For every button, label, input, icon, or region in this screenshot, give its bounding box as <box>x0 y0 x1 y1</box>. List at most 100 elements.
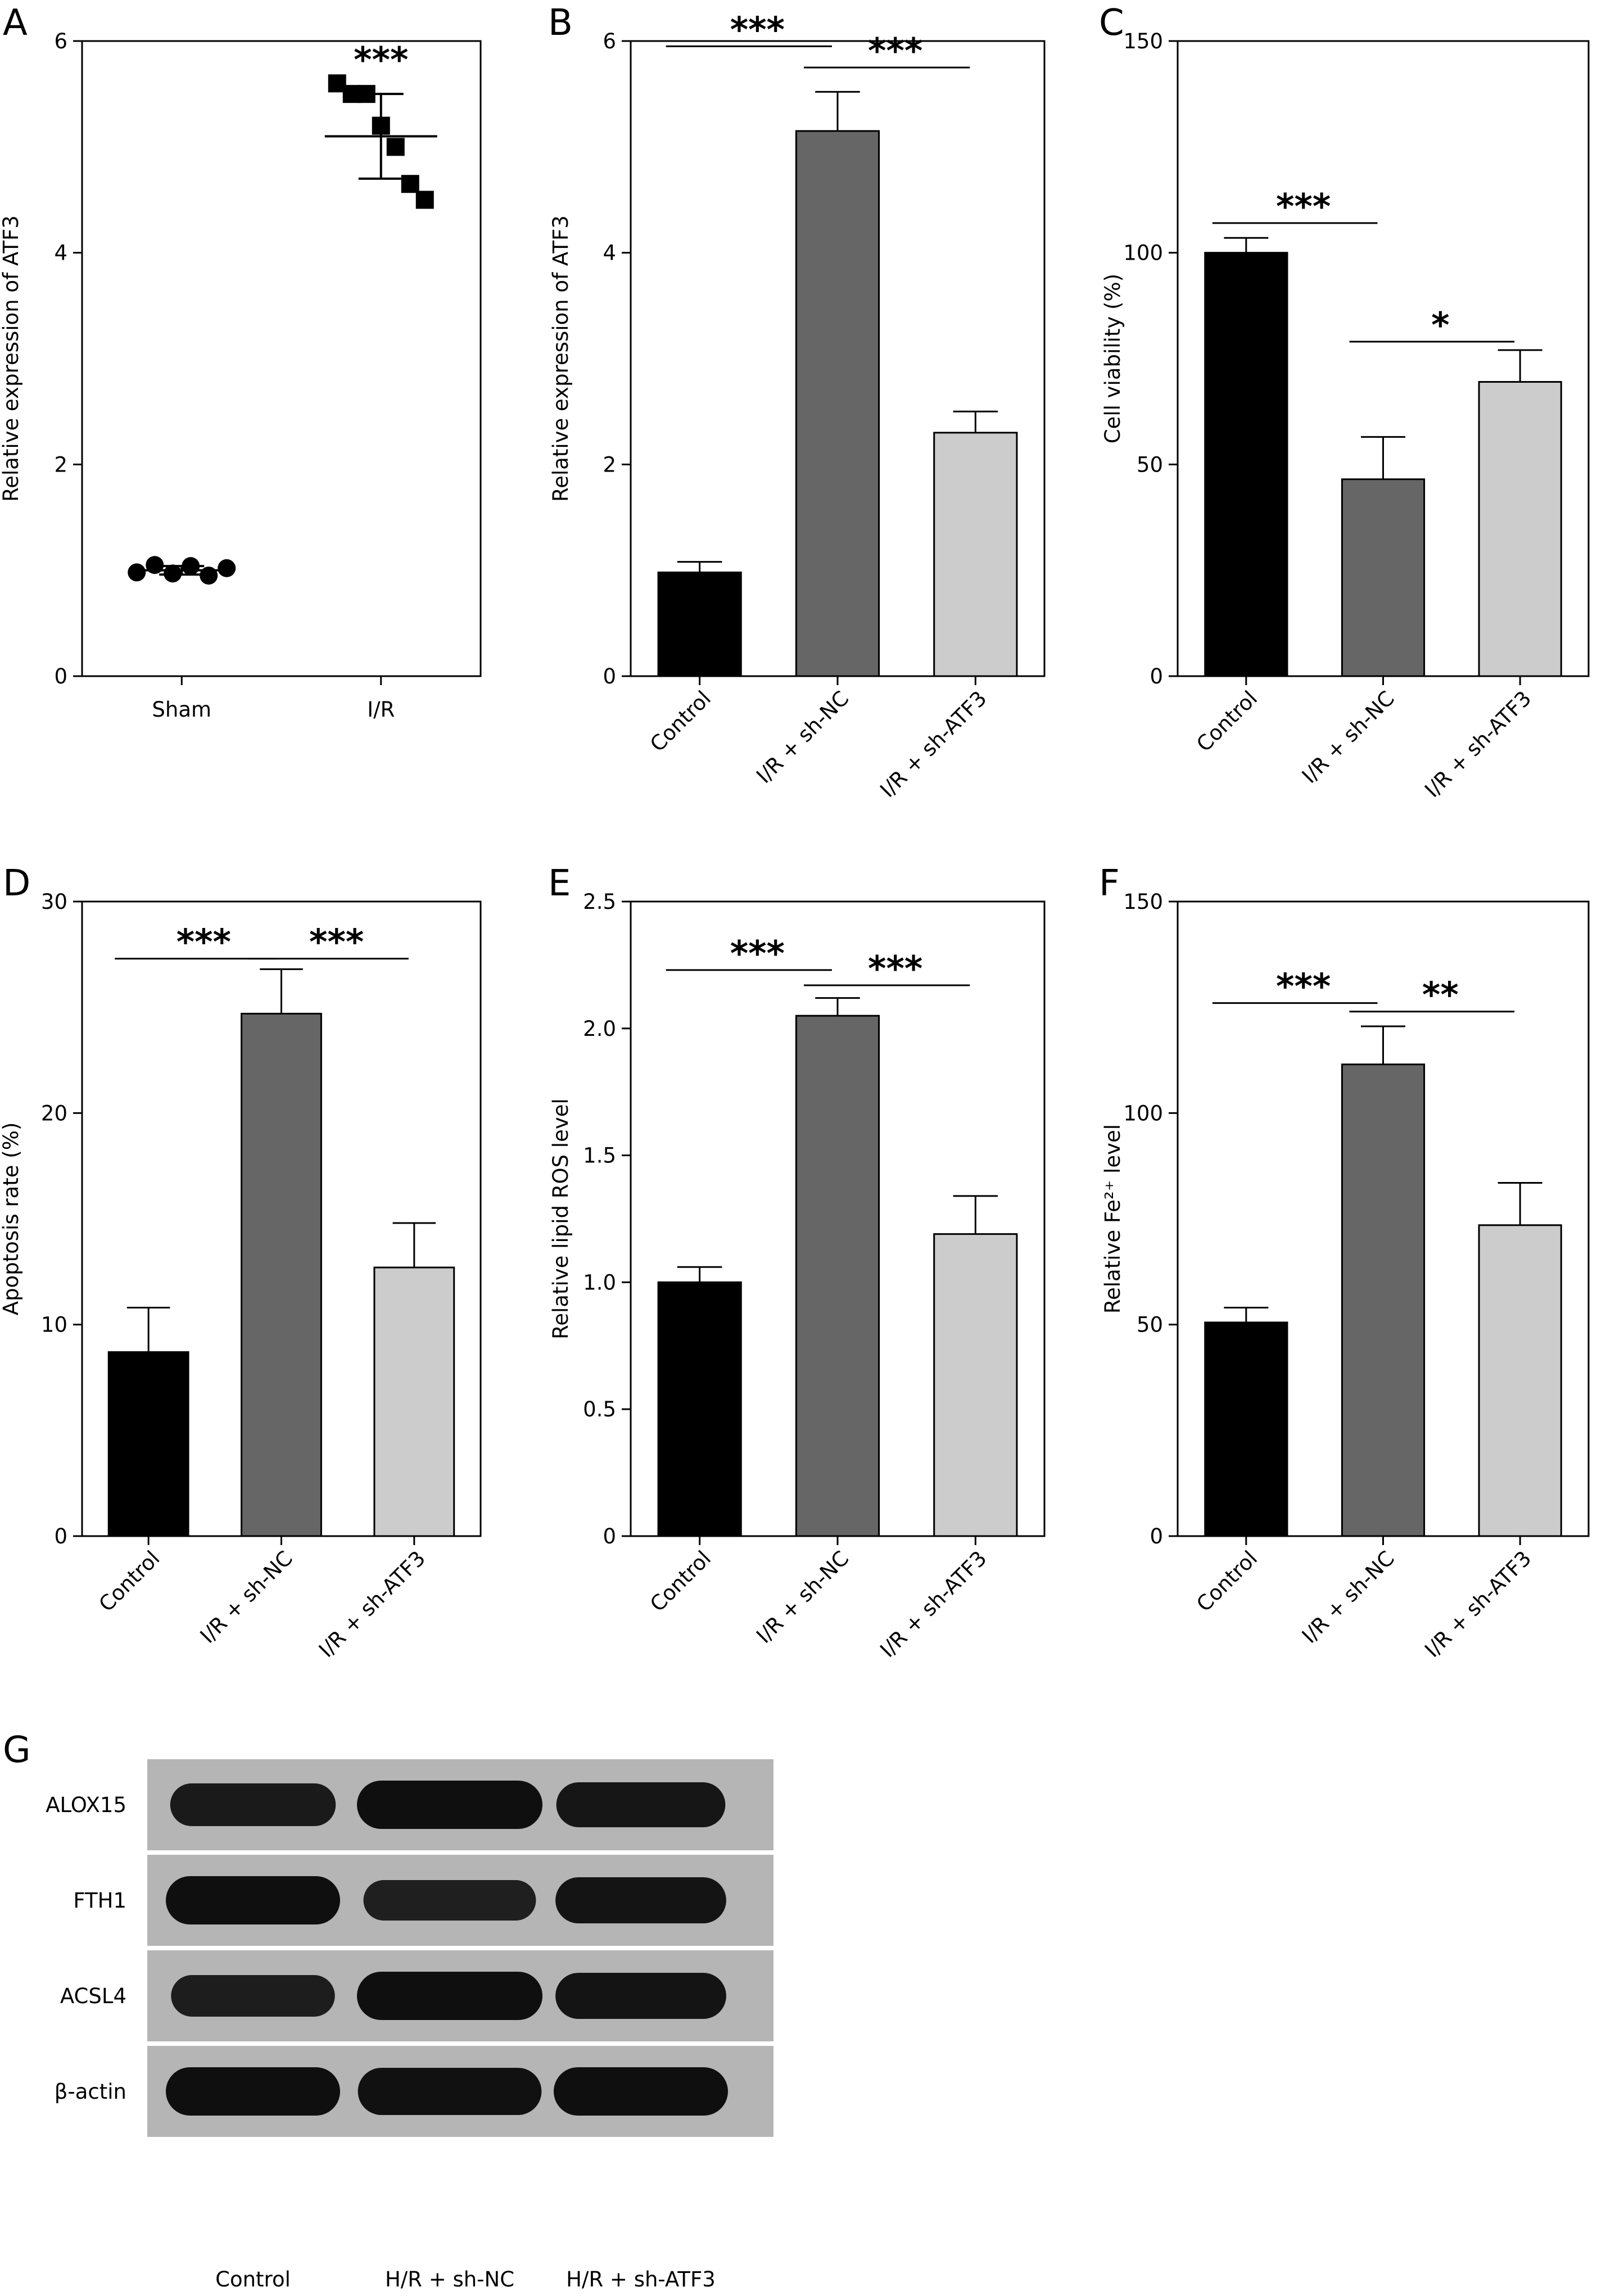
panel-letter: G <box>3 1729 31 1771</box>
chart-panel-d: D 0 10 20 30 Apoptosis rate (%) Control I/R + s… <box>0 863 482 1662</box>
x-tick-label: Sham <box>152 698 211 722</box>
y-tick-label: 4 <box>54 241 67 265</box>
panel-letter: A <box>3 2 28 44</box>
bar <box>933 432 1018 677</box>
y-tick-label: 0 <box>1150 1524 1163 1548</box>
y-axis-label: Relative expression of ATF3 <box>549 215 573 502</box>
significance-label: *** <box>354 39 408 80</box>
blot-band <box>363 1880 536 1921</box>
bar <box>241 1012 322 1537</box>
chart-panel-f: F 0 50 100 150 Relative Fe²⁺ level Control I/R … <box>1099 863 1590 1662</box>
y-tick-label: 4 <box>603 241 616 265</box>
bar <box>933 1233 1018 1537</box>
blot-band <box>166 1876 340 1924</box>
y-tick-label: 2.0 <box>583 1017 616 1041</box>
panel-letter: E <box>548 863 571 904</box>
chart-panel-b: B 0 2 4 6 Relative expression of ATF3 Control I… <box>548 2 1046 802</box>
y-axis-label: Relative expression of ATF3 <box>0 215 23 502</box>
panel-letter: F <box>1099 863 1120 904</box>
band-label: ACSL4 <box>60 1984 126 2008</box>
chart-panel-c: C 0 50 100 150 Cell viability (%) Control I/R +… <box>1099 2 1590 802</box>
x-tick-label: I/R + sh-NC <box>196 1546 297 1648</box>
y-tick-label: 0 <box>1150 664 1163 689</box>
y-tick-label: 100 <box>1123 1101 1163 1125</box>
x-tick-label: I/R <box>367 698 395 722</box>
blot-band <box>555 1877 726 1923</box>
significance-label: *** <box>868 30 922 71</box>
bar <box>795 130 880 677</box>
lane-label: H/R + sh-NC <box>385 2267 514 2292</box>
y-tick-label: 150 <box>1123 29 1163 53</box>
chart-panel-e: E 0 0.5 1.0 1.5 2.0 2.5 Relative lipid ROS leve… <box>548 863 1046 1662</box>
x-tick-label: I/R + sh-NC <box>752 1546 853 1648</box>
x-tick-label: I/R + sh-NC <box>752 686 853 788</box>
y-tick-label: 0 <box>54 664 67 689</box>
blot-band <box>357 1781 542 1829</box>
y-axis-label: Relative lipid ROS level <box>549 1098 573 1339</box>
x-tick-label: I/R + sh-ATF3 <box>875 1546 991 1662</box>
plot-frame <box>81 40 482 677</box>
data-point <box>415 191 434 209</box>
blot-band <box>171 1975 335 2017</box>
bar <box>1204 252 1288 677</box>
x-tick-label: I/R + sh-NC <box>1297 686 1399 788</box>
y-tick-label: 1.5 <box>583 1144 616 1168</box>
chart-panel-a: A 0 2 4 6 Relative expression of ATF3 Sham I/R *… <box>0 2 482 722</box>
blot-band <box>166 2067 340 2116</box>
x-tick-label: I/R + sh-ATF3 <box>1420 686 1536 802</box>
blot-band <box>556 1782 726 1827</box>
x-tick-label: Control <box>645 1546 716 1616</box>
blot-band <box>555 1973 726 2019</box>
x-tick-label: I/R + sh-ATF3 <box>1420 1546 1536 1662</box>
significance-label: *** <box>730 933 785 974</box>
x-tick-label: Control <box>1192 1546 1262 1616</box>
y-tick-label: 2 <box>54 452 67 477</box>
y-tick-label: 0 <box>54 1524 67 1548</box>
x-tick-label: Control <box>1192 686 1262 757</box>
bar <box>1478 381 1562 677</box>
y-tick-label: 6 <box>603 29 616 53</box>
bar <box>657 571 742 677</box>
bar <box>1204 1321 1288 1537</box>
y-tick-label: 30 <box>41 890 67 914</box>
significance-label: ** <box>1422 975 1459 1016</box>
y-axis-label: Relative Fe²⁺ level <box>1101 1124 1125 1314</box>
x-tick-label: I/R + sh-ATF3 <box>314 1546 430 1662</box>
x-tick-label: Control <box>94 1546 165 1616</box>
bar <box>1478 1224 1562 1537</box>
bar <box>373 1266 455 1537</box>
y-tick-label: 0 <box>603 664 616 689</box>
panel-letter: B <box>548 2 573 44</box>
y-tick-label: 150 <box>1123 890 1163 914</box>
significance-label: *** <box>730 9 785 50</box>
blot-band <box>357 1972 542 2020</box>
bar <box>657 1281 742 1537</box>
bar <box>1341 1063 1426 1537</box>
x-tick-label: I/R + sh-NC <box>1297 1546 1399 1648</box>
significance-label: *** <box>309 922 364 963</box>
y-axis-label: Apoptosis rate (%) <box>0 1122 23 1316</box>
significance-label: * <box>1431 305 1449 346</box>
y-tick-label: 20 <box>41 1101 67 1125</box>
band-label: β-actin <box>55 2080 126 2104</box>
significance-label: *** <box>1276 186 1331 227</box>
blot-band <box>170 1783 336 1826</box>
y-tick-label: 100 <box>1123 241 1163 265</box>
significance-label: *** <box>177 922 231 963</box>
y-tick-label: 50 <box>1137 1313 1163 1337</box>
band-label: FTH1 <box>73 1889 126 1913</box>
western-blot-panel: G ALOX15 FTH1 ACSL4 β-actin Control H/R + sh-N… <box>3 1729 773 2292</box>
band-label: ALOX15 <box>46 1793 126 1817</box>
data-point <box>386 138 405 156</box>
y-tick-label: 0.5 <box>583 1397 616 1421</box>
significance-label: *** <box>868 948 922 989</box>
significance-label: *** <box>1276 966 1331 1007</box>
data-point <box>401 175 419 193</box>
y-tick-label: 0 <box>603 1524 616 1548</box>
bar <box>1341 478 1426 677</box>
panel-letter: D <box>3 863 30 904</box>
blot-band <box>358 2068 542 2115</box>
y-tick-label: 10 <box>41 1313 67 1337</box>
y-tick-label: 2 <box>603 452 616 477</box>
